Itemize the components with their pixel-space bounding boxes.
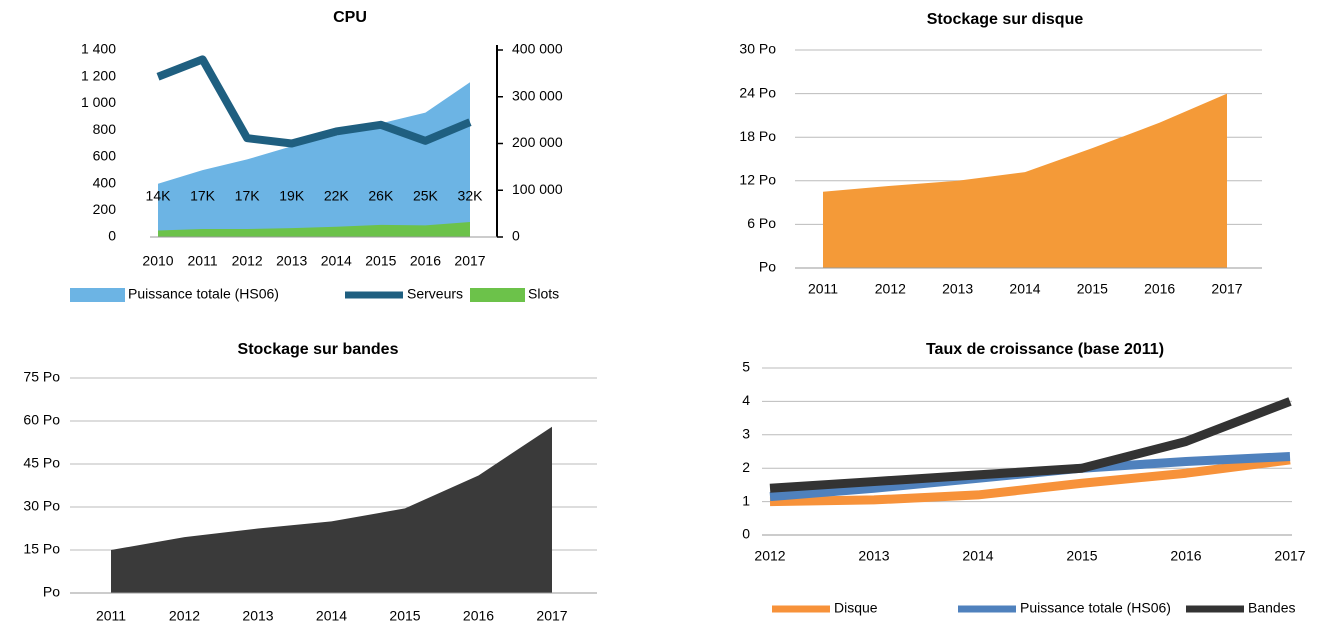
x-tick-label: 2011 — [188, 253, 218, 269]
y-tick-label: 2 — [742, 459, 750, 475]
legend-label: Bandes — [1248, 600, 1295, 616]
y-tick-label: 15 Po — [23, 541, 60, 557]
y-tick-label: 600 — [93, 148, 117, 164]
x-tick-label: 2012 — [232, 253, 263, 269]
y2-tick-label: 400 000 — [512, 41, 563, 57]
x-tick-label: 2016 — [1170, 548, 1201, 564]
data-label: 17K — [235, 188, 261, 204]
legend-label: Puissance totale (HS06) — [1020, 600, 1171, 616]
area — [111, 426, 552, 593]
y-tick-label: Po — [43, 584, 60, 600]
x-tick-label: 2015 — [1066, 548, 1097, 564]
x-tick-label: 2012 — [169, 608, 200, 624]
x-tick-label: 2015 — [1077, 281, 1108, 297]
x-tick-label: 2013 — [276, 253, 307, 269]
y-tick-label: 1 200 — [81, 67, 116, 83]
y-tick-label: 60 Po — [23, 412, 60, 428]
data-label: 14K — [146, 188, 172, 204]
x-tick-label: 2014 — [316, 608, 347, 624]
data-label: 32K — [458, 188, 484, 204]
area — [823, 93, 1227, 268]
x-tick-label: 2010 — [142, 253, 173, 269]
x-tick-label: 2012 — [754, 548, 785, 564]
x-tick-label: 2011 — [96, 608, 126, 624]
y-tick-label: 30 Po — [23, 498, 60, 514]
y-tick-label: 24 Po — [739, 84, 776, 100]
legend-label: Puissance totale (HS06) — [128, 286, 279, 302]
y-tick-label: 0 — [108, 228, 116, 244]
y-tick-label: 45 Po — [23, 455, 60, 471]
chart-title: Stockage sur bandes — [238, 341, 399, 358]
y-tick-label: 1 000 — [81, 94, 116, 110]
data-label: 22K — [324, 188, 350, 204]
y-tick-label: 6 Po — [747, 215, 776, 231]
data-label: 19K — [279, 188, 305, 204]
x-tick-label: 2011 — [808, 281, 838, 297]
y-tick-label: 12 Po — [739, 172, 776, 188]
x-tick-label: 2015 — [389, 608, 420, 624]
y-tick-label: 4 — [742, 392, 750, 408]
y-tick-label: 30 Po — [739, 41, 776, 57]
chart-title: Stockage sur disque — [927, 11, 1084, 28]
y-tick-label: Po — [759, 259, 776, 275]
x-tick-label: 2017 — [1274, 548, 1305, 564]
data-label: 26K — [368, 188, 394, 204]
y-tick-label: 5 — [742, 359, 750, 375]
x-tick-label: 2013 — [242, 608, 273, 624]
legend-label: Disque — [834, 600, 878, 616]
x-tick-label: 2012 — [875, 281, 906, 297]
x-tick-label: 2013 — [858, 548, 889, 564]
y-tick-label: 0 — [742, 526, 750, 542]
y-tick-label: 75 Po — [23, 369, 60, 385]
y-tick-label: 18 Po — [739, 128, 776, 144]
y2-tick-label: 200 000 — [512, 134, 563, 150]
x-tick-label: 2016 — [1144, 281, 1175, 297]
legend-swatch — [470, 288, 525, 302]
x-tick-label: 2016 — [410, 253, 441, 269]
legend-label: Slots — [528, 286, 559, 302]
line — [156, 55, 472, 148]
y-tick-label: 1 400 — [81, 41, 116, 57]
x-tick-label: 2017 — [1211, 281, 1242, 297]
y2-tick-label: 300 000 — [512, 87, 563, 103]
area — [158, 82, 470, 237]
x-tick-label: 2014 — [321, 253, 352, 269]
line — [769, 455, 1291, 507]
chart-title: CPU — [333, 9, 367, 26]
y2-tick-label: 100 000 — [512, 181, 563, 197]
x-tick-label: 2014 — [962, 548, 993, 564]
x-tick-label: 2013 — [942, 281, 973, 297]
legend-label: Serveurs — [407, 286, 463, 302]
x-tick-label: 2014 — [1009, 281, 1040, 297]
chart-title: Taux de croissance (base 2011) — [926, 341, 1164, 358]
x-tick-label: 2015 — [365, 253, 396, 269]
y2-tick-label: 0 — [512, 228, 520, 244]
data-label: 17K — [190, 188, 216, 204]
area — [158, 222, 470, 237]
x-tick-label: 2017 — [536, 608, 567, 624]
y-tick-label: 1 — [742, 492, 750, 508]
legend-swatch — [70, 288, 125, 302]
y-tick-label: 400 — [93, 174, 117, 190]
line — [769, 397, 1292, 493]
y-tick-label: 800 — [93, 121, 117, 137]
x-tick-label: 2016 — [463, 608, 494, 624]
data-label: 25K — [413, 188, 439, 204]
x-tick-label: 2017 — [454, 253, 485, 269]
y-tick-label: 3 — [742, 426, 750, 442]
y-tick-label: 200 — [93, 201, 117, 217]
